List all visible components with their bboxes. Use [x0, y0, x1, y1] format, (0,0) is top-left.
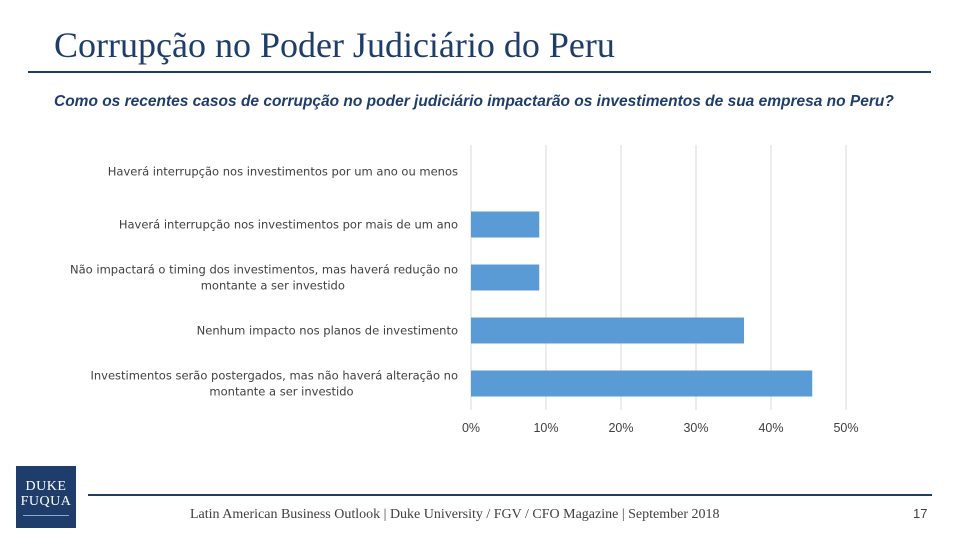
x-tick-label: 40%: [758, 421, 783, 435]
category-label: Haverá interrupção nos investimentos por…: [108, 165, 458, 179]
bar: [471, 211, 540, 238]
duke-fuqua-logo: DUKE FUQUA: [16, 466, 76, 528]
bar: [471, 317, 744, 344]
logo-line-duke: DUKE: [25, 478, 67, 494]
x-tick-label: 30%: [683, 421, 708, 435]
title-rule: [28, 71, 931, 73]
x-tick-label: 0%: [462, 421, 480, 435]
footer-rule: [88, 494, 932, 496]
logo-line-fuqua: FUQUA: [20, 493, 72, 509]
category-label: Não impactará o timing dos investimentos…: [70, 263, 458, 293]
category-label: Haverá interrupção nos investimentos por…: [119, 218, 458, 232]
category-label: Investimentos serão postergados, mas não…: [90, 369, 458, 399]
survey-question: Como os recentes casos de corrupção no p…: [54, 93, 894, 110]
category-label: Nenhum impacto nos planos de investiment…: [197, 324, 458, 338]
x-tick-label: 10%: [533, 421, 558, 435]
x-tick-label: 20%: [608, 421, 633, 435]
x-tick-label: 50%: [833, 421, 858, 435]
bar-chart: Haverá interrupção nos investimentos por…: [70, 145, 859, 435]
bar: [471, 370, 813, 397]
logo-underline: [23, 514, 69, 516]
footer-source: Latin American Business Outlook | Duke U…: [190, 507, 720, 522]
slide-title: Corrupção no Poder Judiciário do Peru: [54, 25, 615, 65]
bar: [471, 264, 540, 291]
page-number: 17: [913, 506, 928, 521]
